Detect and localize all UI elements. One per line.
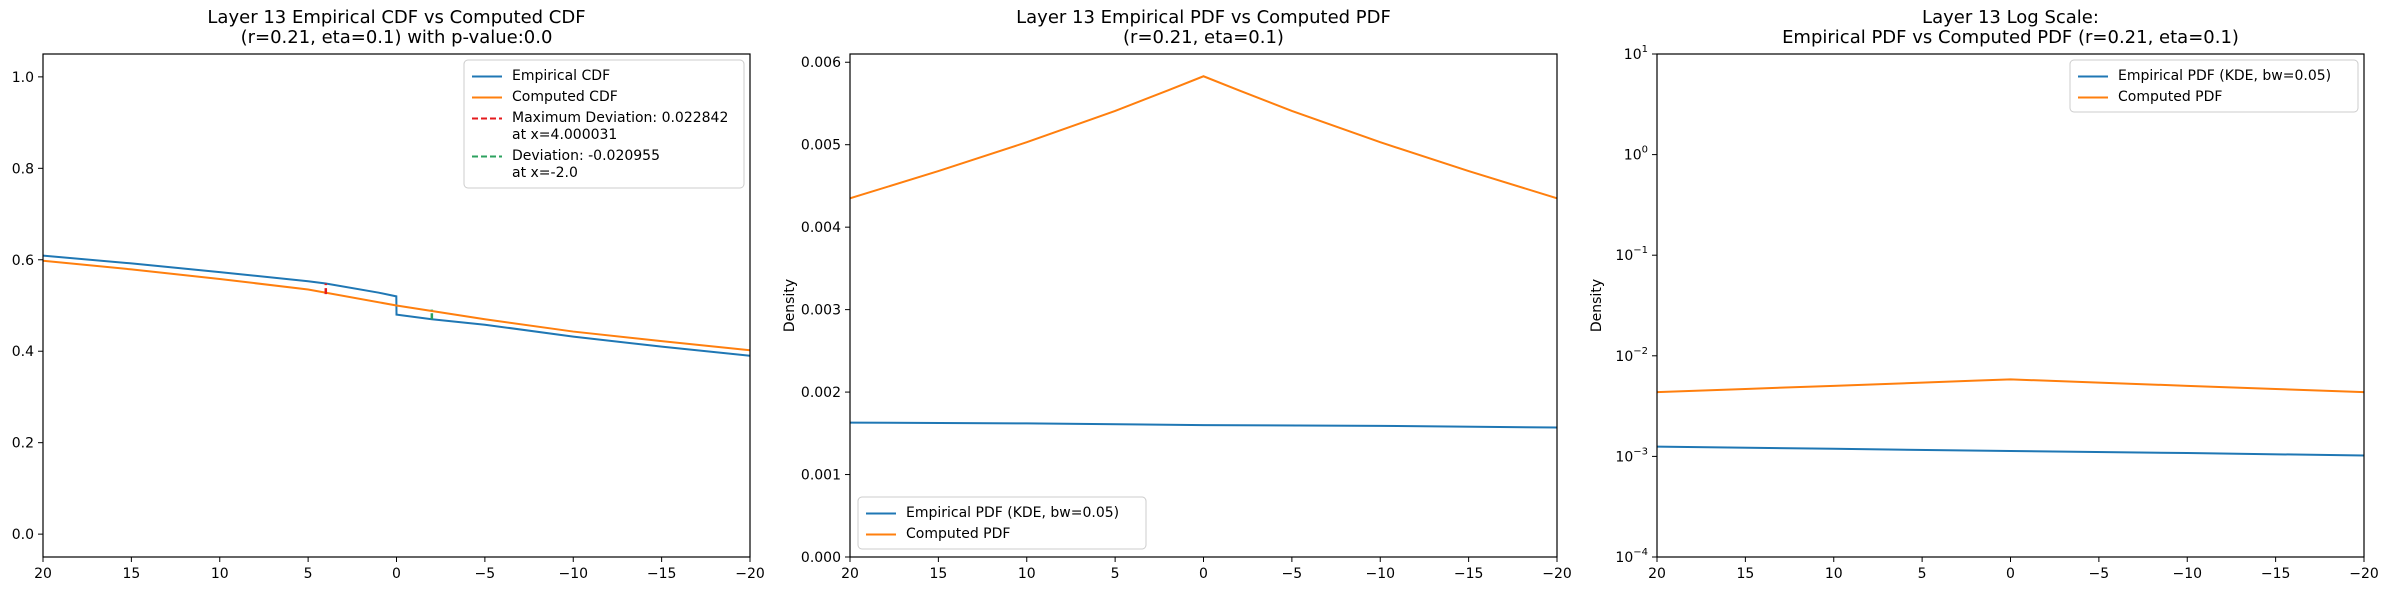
y-tick-base: 10 xyxy=(1624,47,1642,63)
y-tick-label: 101 xyxy=(1624,44,1648,63)
x-tick-label: 20 xyxy=(1648,566,1666,582)
y-tick-label: 10−4 xyxy=(1615,547,1648,566)
y-tick-base: 10 xyxy=(1615,550,1633,566)
y-tick-base: 10 xyxy=(1615,248,1633,264)
y-tick-exponent: −1 xyxy=(1633,245,1648,256)
x-tick-label: 0 xyxy=(1199,566,1208,582)
y-tick-label: 10−1 xyxy=(1615,245,1648,264)
x-tick-label: −5 xyxy=(2089,566,2110,582)
y-tick-label: 0.4 xyxy=(12,344,34,360)
chart-title-line: (r=0.21, eta=0.1) xyxy=(1123,27,1284,48)
y-tick-base: 10 xyxy=(1624,148,1642,164)
x-tick-label: −5 xyxy=(475,566,496,582)
legend-label: Deviation: -0.020955 xyxy=(512,148,660,164)
series-line-1 xyxy=(43,254,750,357)
legend: Empirical PDF (KDE, bw=0.05) Computed PDF xyxy=(2069,59,2359,113)
plot-area xyxy=(1657,378,2364,457)
series-line-2 xyxy=(43,259,750,352)
x-tick-label: 0 xyxy=(2006,566,2015,582)
x-tick-label: 15 xyxy=(1736,566,1754,582)
x-tick-label: 20 xyxy=(841,566,859,582)
x-tick-label: 15 xyxy=(929,566,947,582)
x-tick-label: 5 xyxy=(1918,566,1927,582)
y-tick-label: 0.002 xyxy=(801,385,841,401)
legend-label: Empirical PDF (KDE, bw=0.05) xyxy=(2118,68,2331,84)
y-tick-base: 10 xyxy=(1615,349,1633,365)
legend-label: at x=-2.0 xyxy=(512,165,578,181)
y-tick-label: 0.000 xyxy=(801,550,841,566)
x-tick-label: −20 xyxy=(1542,566,1572,582)
legend: Empirical PDF (KDE, bw=0.05) Computed PDF xyxy=(857,496,1147,550)
y-tick-exponent: −3 xyxy=(1633,446,1648,457)
chart-1: Layer 13 Empirical CDF vs Computed CDF(r… xyxy=(12,7,765,582)
legend-box xyxy=(2069,59,2359,113)
x-tick-label: −15 xyxy=(2261,566,2291,582)
legend-label: Maximum Deviation: 0.022842 xyxy=(512,110,728,126)
y-tick-label: 0.8 xyxy=(12,161,34,177)
y-tick-label: 0.6 xyxy=(12,253,34,269)
y-tick-label: 10−3 xyxy=(1615,446,1648,465)
series-line-2 xyxy=(850,75,1557,200)
y-tick-label: 0.0 xyxy=(12,527,34,543)
y-tick-exponent: −2 xyxy=(1633,346,1648,357)
x-tick-label: −20 xyxy=(735,566,765,582)
chart-title-line: Layer 13 Log Scale: xyxy=(1922,7,2099,28)
chart-title-line: Layer 13 Empirical CDF vs Computed CDF xyxy=(207,7,585,28)
chart-2: Layer 13 Empirical PDF vs Computed PDF(r… xyxy=(782,7,1572,582)
legend-label: Computed PDF xyxy=(2118,89,2222,105)
x-tick-label: −5 xyxy=(1282,566,1303,582)
chart-title-line: Empirical PDF vs Computed PDF (r=0.21, e… xyxy=(1782,27,2239,48)
legend-box xyxy=(463,59,745,189)
x-tick-label: 10 xyxy=(1018,566,1036,582)
x-tick-label: 0 xyxy=(392,566,401,582)
legend-label: at x=4.000031 xyxy=(512,127,617,143)
x-tick-label: 5 xyxy=(304,566,313,582)
x-tick-label: 10 xyxy=(211,566,229,582)
chart-title-line: (r=0.21, eta=0.1) with p-value:0.0 xyxy=(241,27,553,48)
y-tick-label: 100 xyxy=(1624,145,1648,164)
y-tick-label: 1.0 xyxy=(12,70,34,86)
y-tick-label: 0.004 xyxy=(801,220,841,236)
x-tick-label: 20 xyxy=(34,566,52,582)
x-tick-label: 10 xyxy=(1825,566,1843,582)
legend-label: Computed PDF xyxy=(906,526,1010,542)
y-tick-label: 0.005 xyxy=(801,138,841,154)
plot-area xyxy=(43,254,750,357)
y-tick-exponent: 1 xyxy=(1642,44,1648,55)
legend: Empirical CDF Computed CDF Maximum Deviati… xyxy=(463,59,745,189)
x-tick-label: −15 xyxy=(647,566,677,582)
legend-label: Computed CDF xyxy=(512,89,618,105)
axes-frame xyxy=(849,53,1558,558)
y-axis-label: Density xyxy=(1589,279,1605,332)
legend-label: Empirical CDF xyxy=(512,68,610,84)
series-line-1 xyxy=(1657,445,2364,457)
y-axis-label: Density xyxy=(782,279,798,332)
x-tick-label: −10 xyxy=(2172,566,2202,582)
legend-box xyxy=(857,496,1147,550)
y-tick-exponent: 0 xyxy=(1642,145,1648,156)
y-tick-exponent: −4 xyxy=(1633,547,1648,558)
x-tick-label: 15 xyxy=(122,566,140,582)
chart-title-line: Layer 13 Empirical PDF vs Computed PDF xyxy=(1016,7,1391,28)
plot-area xyxy=(850,75,1557,429)
axes-frame xyxy=(1656,53,2365,558)
series-line-1 xyxy=(850,421,1557,429)
x-tick-label: 5 xyxy=(1111,566,1120,582)
chart-3: Layer 13 Log Scale:Empirical PDF vs Comp… xyxy=(1589,7,2379,582)
y-tick-base: 10 xyxy=(1615,449,1633,465)
x-tick-label: −10 xyxy=(1365,566,1395,582)
x-tick-label: −20 xyxy=(2349,566,2379,582)
series-line-2 xyxy=(1657,378,2364,394)
legend-label: Empirical PDF (KDE, bw=0.05) xyxy=(906,505,1119,521)
x-tick-label: −15 xyxy=(1454,566,1484,582)
y-tick-label: 0.003 xyxy=(801,303,841,319)
y-tick-label: 0.001 xyxy=(801,468,841,484)
y-tick-label: 0.006 xyxy=(801,55,841,71)
y-tick-label: 10−2 xyxy=(1615,346,1648,365)
y-tick-label: 0.2 xyxy=(12,436,34,452)
x-tick-label: −10 xyxy=(558,566,588,582)
